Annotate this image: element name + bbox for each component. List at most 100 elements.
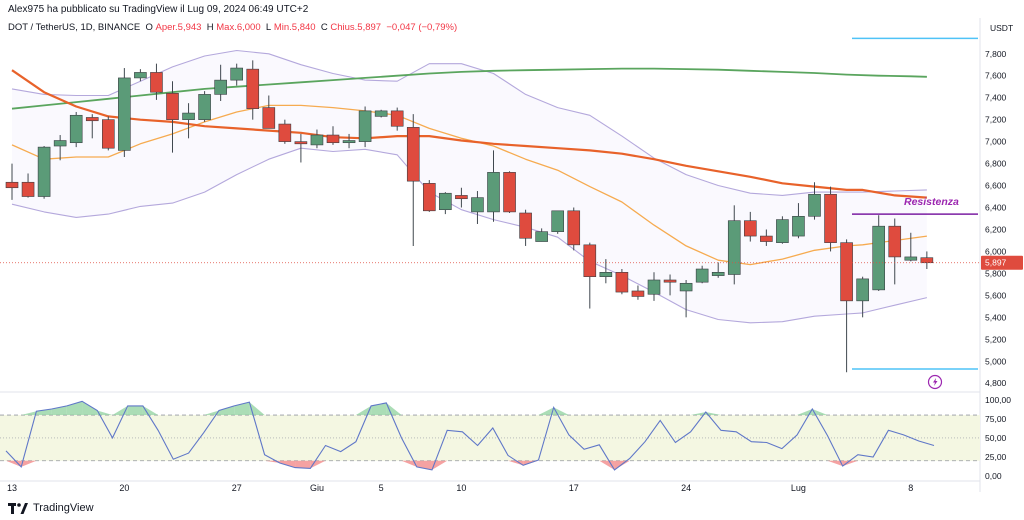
candle-up[interactable] (695, 268, 709, 283)
low-label: L (265, 22, 272, 33)
candle-up[interactable] (711, 272, 725, 276)
candle-down[interactable] (406, 127, 420, 182)
candle-down[interactable] (503, 172, 516, 213)
candle-up[interactable] (551, 210, 565, 232)
date-tick-label: 5 (379, 483, 384, 493)
candle-down[interactable] (888, 225, 902, 258)
rsi-overbought-fill (82, 401, 98, 416)
candle-down[interactable] (760, 235, 773, 242)
candle-down[interactable] (422, 183, 436, 212)
candle-down[interactable] (567, 210, 581, 246)
candle-down[interactable] (631, 290, 645, 297)
rsi-overbought-fill (705, 412, 722, 416)
price-tick-label: 6,600 (985, 181, 1007, 191)
rsi-overbought-fill (797, 408, 813, 416)
candle-down[interactable] (390, 110, 404, 127)
date-tick-label: Lug (791, 483, 806, 493)
candle-down[interactable] (262, 107, 276, 129)
rsi-oversold-fill (431, 460, 448, 470)
candle-down[interactable] (278, 123, 292, 142)
rsi-tick-label: 100,00 (985, 395, 1011, 405)
candle-down[interactable] (326, 134, 340, 144)
candle-up[interactable] (487, 172, 500, 213)
candle-up[interactable] (230, 67, 243, 81)
tradingview-logo-icon (8, 502, 28, 514)
rsi-overbought-fill (97, 410, 113, 416)
candle-up[interactable] (808, 194, 821, 217)
candle-up[interactable] (53, 140, 67, 147)
footer-brand[interactable]: TradingView (8, 502, 94, 514)
close-value: Chius.5,897 (330, 22, 382, 33)
rsi-overbought-fill (538, 407, 554, 416)
candle-down[interactable] (294, 141, 308, 145)
candle-up[interactable] (679, 282, 693, 292)
price-tick-label: 7,400 (985, 93, 1007, 103)
price-tick-label: 5,000 (985, 356, 1007, 366)
candle-up[interactable] (358, 110, 372, 142)
candle-down[interactable] (743, 220, 757, 237)
candle-up[interactable] (439, 192, 452, 211)
rsi-line (5, 400, 935, 471)
candle-up[interactable] (118, 77, 131, 151)
candle-up[interactable] (856, 278, 869, 302)
price-tick-label: 4,800 (985, 378, 1007, 388)
candle-down[interactable] (663, 279, 677, 283)
candle-up[interactable] (872, 225, 886, 291)
candle-up[interactable] (198, 94, 211, 120)
candle-down[interactable] (166, 93, 179, 120)
candle-down[interactable] (615, 272, 629, 293)
candle-down[interactable] (920, 257, 934, 264)
candle-up[interactable] (727, 220, 741, 275)
candle-up[interactable] (776, 219, 789, 243)
candle-down[interactable] (824, 194, 837, 243)
candle-down[interactable] (5, 181, 19, 189)
rsi-oversold-fill (827, 460, 843, 467)
rsi-oversold-fill (508, 460, 524, 466)
price-tick-label: 7,000 (985, 137, 1007, 147)
candle-down[interactable] (21, 181, 35, 197)
candle-up[interactable] (342, 140, 356, 144)
date-tick-label: 20 (119, 483, 129, 493)
resistance-label: Resistenza (904, 196, 959, 208)
price-tick-label: 7,200 (985, 115, 1007, 125)
date-tick-label: 27 (232, 483, 242, 493)
date-tick-label: 8 (908, 483, 913, 493)
open-label: O (145, 22, 153, 33)
candle-down[interactable] (102, 119, 115, 149)
rsi-overbought-fill (127, 405, 143, 416)
last-price-badge (981, 255, 1023, 270)
candle-up[interactable] (647, 279, 661, 295)
candle-up[interactable] (599, 272, 613, 277)
candle-up[interactable] (471, 197, 484, 213)
candle-up[interactable] (904, 256, 918, 261)
candle-down[interactable] (455, 195, 468, 200)
candle-down[interactable] (519, 212, 532, 239)
open-value: Aper.5,943 (155, 22, 202, 33)
date-tick-label: 24 (681, 483, 691, 493)
candle-up[interactable] (37, 146, 51, 197)
candle-up[interactable] (792, 215, 805, 237)
price-tick-label: 7,600 (985, 71, 1007, 81)
candle-down[interactable] (840, 242, 853, 302)
candle-up[interactable] (535, 231, 548, 242)
currency-label: USDT (990, 23, 1013, 33)
candle-up[interactable] (310, 134, 324, 146)
candle-down[interactable] (583, 244, 597, 277)
candle-up[interactable] (69, 114, 83, 144)
candle-up[interactable] (214, 79, 227, 95)
candle-up[interactable] (134, 72, 147, 79)
candle-down[interactable] (246, 68, 260, 109)
publisher-line: Alex975 ha pubblicato su TradingView il … (8, 4, 309, 15)
rsi-overbought-fill (51, 405, 67, 416)
price-tick-label: 5,800 (985, 268, 1007, 278)
ema-red-line (11, 69, 927, 199)
candle-up[interactable] (182, 112, 195, 120)
candle-down[interactable] (85, 117, 99, 122)
price-tick-label: 5,400 (985, 312, 1007, 322)
candle-down[interactable] (150, 72, 163, 93)
candle-up[interactable] (374, 110, 388, 117)
rsi-overbought-fill (66, 401, 83, 416)
rsi-overbought-fill (249, 402, 265, 416)
rsi-overbought-fill (690, 412, 706, 416)
